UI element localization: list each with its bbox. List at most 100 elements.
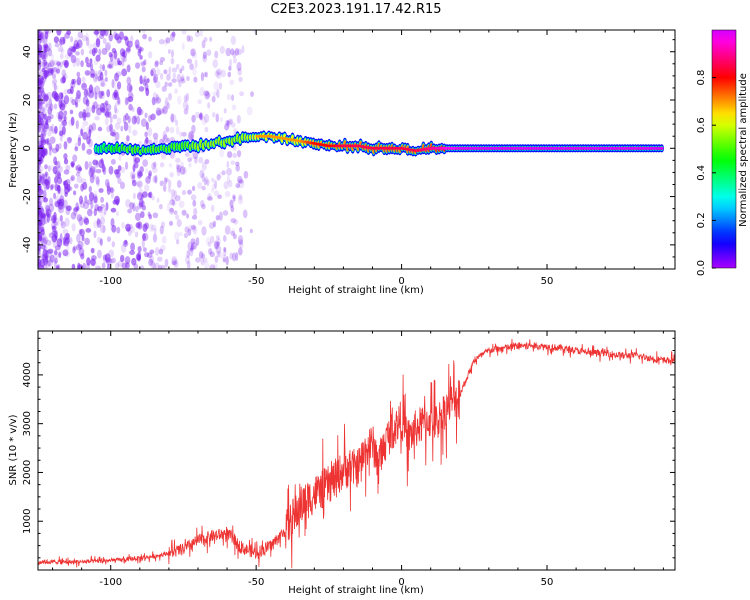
spectrogram-noise-point [125, 199, 131, 208]
spectrogram-noise-point [98, 30, 105, 36]
spectrogram-noise-point [54, 260, 57, 269]
spectrogram-noise-point [113, 50, 118, 60]
spectrogram-noise-point [42, 127, 47, 134]
spectrogram-noise-point [216, 68, 222, 76]
spectrogram-noise-point [212, 91, 218, 97]
spectrogram-noise-point [90, 199, 94, 210]
spectrogram-noise-point [213, 240, 220, 250]
spectrogram-noise-point [53, 83, 57, 92]
spectrogram-noise-point [47, 106, 53, 116]
spectrogram-noise-point [94, 70, 98, 80]
spectrogram-noise-point [144, 252, 150, 258]
spectrogram-noise-point [38, 90, 43, 97]
spectrogram-noise-point [69, 109, 74, 115]
spectrogram-noise-point [41, 132, 47, 139]
snr-x-tick-label: 0 [398, 577, 404, 588]
spectrogram-noise-point [88, 161, 92, 170]
spectrogram-noise-point [186, 34, 191, 42]
spectrogram-noise-point [128, 91, 134, 99]
spectrogram-noise-point [120, 243, 127, 253]
spectrogram-noise-point [226, 175, 230, 184]
spectrogram-noise-point [161, 108, 165, 114]
spectrogram-noise-point [104, 30, 109, 37]
snr-y-ticks: 1000 2000 3000 4000 [22, 337, 675, 571]
spectrogram-noise-point [148, 114, 152, 123]
spectrogram-noise-point [59, 53, 64, 60]
spectrogram-noise-point [73, 43, 78, 50]
spectrogram-noise-point [122, 50, 128, 59]
spectrogram-noise-point [137, 245, 142, 253]
spectrogram-noise-point [239, 226, 243, 233]
spectrogram-noise-point [44, 202, 50, 211]
spectrogram-noise-point [71, 263, 76, 269]
spectrogram-noise-point [73, 207, 78, 216]
spectrogram-noise-point [64, 53, 71, 60]
spectrogram-noise-point [191, 124, 196, 134]
spectrogram-noise-point [43, 184, 50, 191]
spectrogram-noise-point [45, 70, 50, 78]
spectrogram-noise-point [74, 96, 78, 106]
spectrogram-noise-point [99, 33, 105, 40]
spectrogram-noise-point [190, 194, 197, 201]
spectrogram-noise-point [82, 131, 89, 140]
colorbar: 0.0 0.2 0.4 0.6 0.8 Normalized spectral ampl… [696, 29, 749, 276]
spectrogram-noise-point [49, 146, 53, 152]
spectrogram-noise-point [59, 233, 63, 243]
spectrogram-noise-point [38, 114, 41, 123]
spectrogram-noise-point [232, 195, 236, 203]
spectrogram-noise-point [62, 73, 68, 80]
spectrogram-noise-point [239, 91, 245, 97]
spectrogram-noise-point [201, 172, 205, 183]
spectrogram-noise-point [210, 235, 215, 244]
spectrogram-noise-point [78, 111, 84, 119]
spectrogram-noise-point [243, 170, 249, 179]
spectrogram-noise-point [46, 30, 53, 35]
spectrogram-noise-point [38, 56, 41, 64]
spectrogram-noise-point [226, 160, 230, 168]
spectrogram-noise-point [42, 233, 47, 243]
spectrogram-noise-point [38, 165, 41, 175]
spectrogram-noise-point [91, 104, 96, 114]
spectrogram-noise-point [229, 199, 234, 208]
spectrogram-noise-point [171, 31, 176, 38]
spectrogram-noise-point [214, 70, 220, 78]
spectrogram-noise-point [176, 239, 180, 245]
spectrogram-noise-point [52, 165, 58, 175]
spectrogram-noise-point [237, 247, 243, 256]
spectrogram-noise-point [199, 30, 203, 37]
spectrogram-noise-point [210, 204, 215, 213]
spectrogram-noise-point [43, 216, 48, 225]
spectrogram-noise-point [148, 258, 154, 266]
spectrogram-noise-point [89, 165, 96, 175]
spectrogram-noise-point [216, 235, 220, 241]
spectrogram-noise-point [227, 71, 232, 78]
spectrogram-noise-point [38, 259, 42, 266]
spectrogram-noise-point [206, 178, 210, 186]
spectrogram-noise-point [43, 197, 49, 203]
spectrogram-noise-point [170, 57, 175, 65]
spectrogram-noise-point [208, 221, 215, 229]
spectrogram-noise-point [112, 114, 118, 120]
spectrogram-noise-point [94, 92, 98, 100]
spectrogram-noise-point [129, 85, 133, 92]
spectrogram-noise-point [62, 59, 69, 66]
spectrogram-noise-point [203, 72, 207, 78]
spectrogram-noise-point [38, 126, 42, 132]
spectrogram-noise-point [164, 100, 170, 110]
spectrogram-noise-point [162, 184, 167, 192]
spectrogram-noise-point [234, 48, 240, 56]
spectrogram-noise-point [45, 180, 51, 190]
spectrogram-noise-point [181, 209, 187, 216]
spectrogram-noise-point [80, 48, 85, 56]
spectrogram-noise-point [86, 105, 92, 115]
colorbar-gradient [711, 29, 737, 269]
spectrogram-noise-point [80, 125, 86, 133]
spectrogram-noise-point [200, 72, 205, 82]
spectrogram-noise-point [38, 148, 41, 157]
spectrogram-noise-point [128, 223, 133, 230]
spectrogram-noise-point [38, 99, 41, 109]
spectrogram-noise-point [107, 111, 112, 119]
spectrogram-noise-point [40, 77, 45, 88]
spectrogram-noise-point [214, 50, 219, 59]
spectrogram-noise-point [93, 195, 98, 204]
